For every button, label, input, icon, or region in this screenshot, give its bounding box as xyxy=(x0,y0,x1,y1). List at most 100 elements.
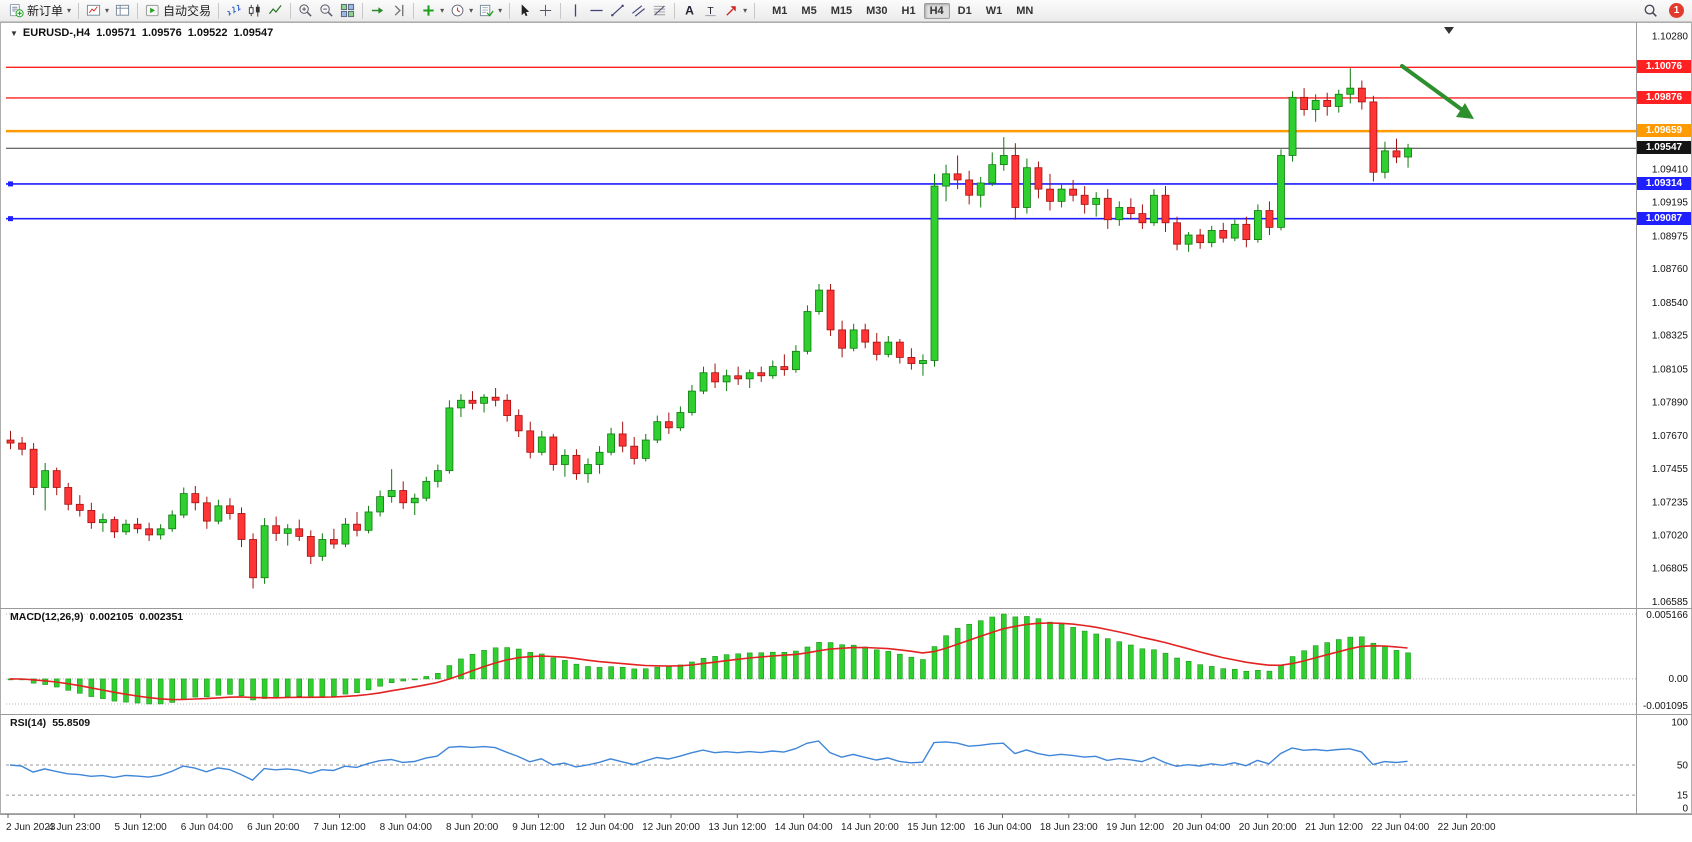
svg-text:22 Jun 04:00: 22 Jun 04:00 xyxy=(1371,822,1429,833)
text-label-button[interactable]: T xyxy=(700,1,721,20)
svg-text:1.07670: 1.07670 xyxy=(1652,431,1689,442)
toolbar-separator xyxy=(137,2,139,19)
templates-icon xyxy=(479,3,494,18)
macd-label: MACD(12,26,9) 0.002105 0.002351 xyxy=(10,611,183,623)
zoom-out-button[interactable] xyxy=(316,1,337,20)
svg-text:1.07020: 1.07020 xyxy=(1652,530,1689,541)
svg-text:1.09195: 1.09195 xyxy=(1652,198,1689,209)
chart-canvas[interactable]: 1.10280 1.09410 1.09195 1.08975 1.08760 1.085… xyxy=(0,22,1692,842)
auto-trading-button[interactable]: 自动交易 xyxy=(142,1,214,20)
auto-trading-icon xyxy=(145,3,160,18)
svg-text:12 Jun 04:00: 12 Jun 04:00 xyxy=(576,822,634,833)
toolbar-separator xyxy=(290,2,292,19)
notification-badge[interactable]: 1 xyxy=(1669,3,1684,18)
indicators-button[interactable]: ▾ xyxy=(418,1,447,20)
cursor-icon xyxy=(517,3,532,18)
rsi-title: RSI(14) xyxy=(10,717,47,729)
new-order-button[interactable]: 新订单 ▾ xyxy=(6,1,74,20)
zoom-in-button[interactable] xyxy=(295,1,316,20)
timeframe-w1-button[interactable]: W1 xyxy=(985,4,1003,17)
toolbar-separator xyxy=(674,2,676,19)
chart-area[interactable]: 1.10280 1.09410 1.09195 1.08975 1.08760 1.085… xyxy=(0,22,1692,842)
svg-text:1.08540: 1.08540 xyxy=(1652,298,1689,309)
high-price: 1.09576 xyxy=(141,27,182,39)
data-window-button[interactable] xyxy=(112,1,133,20)
svg-text:5 Jun 12:00: 5 Jun 12:00 xyxy=(114,822,167,833)
templates-button[interactable]: ▾ xyxy=(476,1,505,20)
timeframe-h4-button[interactable]: H4 xyxy=(923,2,950,19)
text-button[interactable]: A xyxy=(679,1,700,20)
timeframe-m30-button[interactable]: M30 xyxy=(866,4,888,17)
trendline-button[interactable] xyxy=(607,1,628,20)
svg-text:15: 15 xyxy=(1677,791,1689,802)
indicators-icon xyxy=(421,3,436,18)
svg-text:13 Jun 12:00: 13 Jun 12:00 xyxy=(708,822,766,833)
svg-text:0.005166: 0.005166 xyxy=(1646,610,1688,621)
svg-text:6 Jun 20:00: 6 Jun 20:00 xyxy=(247,822,300,833)
toolbar-separator xyxy=(218,2,220,19)
data-window-icon xyxy=(115,3,130,18)
line-chart-icon xyxy=(268,3,283,18)
bars-icon xyxy=(226,3,241,18)
svg-text:8 Jun 04:00: 8 Jun 04:00 xyxy=(380,822,433,833)
trend-arrow-annotation[interactable] xyxy=(1400,64,1474,119)
fibonacci-button[interactable] xyxy=(649,1,670,20)
price-axis[interactable]: 1.10280 1.09410 1.09195 1.08975 1.08760 1.085… xyxy=(1652,32,1689,608)
auto-trading-button-label: 自动交易 xyxy=(163,4,212,18)
fibonacci-icon xyxy=(652,3,667,18)
toolbar-right-group: 1 xyxy=(1640,1,1686,20)
svg-text:14 Jun 04:00: 14 Jun 04:00 xyxy=(775,822,833,833)
rsi-line xyxy=(9,740,1408,781)
horizontal-line-button[interactable] xyxy=(586,1,607,20)
svg-text:1.06805: 1.06805 xyxy=(1652,563,1689,574)
new-chart-button[interactable]: ▾ xyxy=(83,1,112,20)
line-chart-button[interactable] xyxy=(265,1,286,20)
svg-text:-0.001095: -0.001095 xyxy=(1643,701,1688,712)
trendline-icon xyxy=(610,3,625,18)
candlestick-chart-button[interactable] xyxy=(244,1,265,20)
auto-scroll-button[interactable] xyxy=(367,1,388,20)
price-line-tag: 1.09659 xyxy=(1637,124,1691,138)
collapse-chart-icon[interactable]: ▼ xyxy=(10,28,18,38)
arrows-button[interactable]: ▾ xyxy=(721,1,750,20)
periods-button[interactable]: ▾ xyxy=(447,1,476,20)
equidistant-channel-button[interactable] xyxy=(628,1,649,20)
horizontal-lines[interactable] xyxy=(6,66,1636,222)
macd-axis: 0.005166 0.00 -0.001095 xyxy=(1643,610,1688,712)
open-price: 1.09571 xyxy=(96,27,136,39)
search-button[interactable] xyxy=(1640,1,1661,20)
crosshair-button[interactable] xyxy=(535,1,556,20)
timeframe-h1-button[interactable]: H1 xyxy=(901,4,916,17)
svg-text:14 Jun 20:00: 14 Jun 20:00 xyxy=(841,822,899,833)
timeframe-m1-button[interactable]: M1 xyxy=(772,4,788,17)
cursor-button[interactable] xyxy=(514,1,535,20)
chart-shift-marker xyxy=(1444,27,1454,34)
bar-chart-button[interactable] xyxy=(223,1,244,20)
timeframe-d1-button[interactable]: D1 xyxy=(957,4,972,17)
svg-text:1.08105: 1.08105 xyxy=(1652,364,1689,375)
chart-shift-button[interactable] xyxy=(388,1,409,20)
rsi-axis: 100 50 15 0 xyxy=(1671,718,1688,815)
current-price-tag: 1.09547 xyxy=(1637,141,1691,155)
rsi-label: RSI(14) 55.8509 xyxy=(10,717,90,729)
zoom-in-icon xyxy=(298,3,313,18)
timeframe-mn-button[interactable]: MN xyxy=(1016,4,1034,17)
svg-text:2 Jun 2023: 2 Jun 2023 xyxy=(6,822,56,833)
timeframe-m15-button[interactable]: M15 xyxy=(830,4,853,17)
tile-windows-button[interactable] xyxy=(337,1,358,20)
macd-value-main: 0.002105 xyxy=(89,611,134,623)
svg-text:6 Jun 04:00: 6 Jun 04:00 xyxy=(181,822,234,833)
search-icon xyxy=(1643,3,1658,18)
svg-text:1.09410: 1.09410 xyxy=(1652,165,1689,176)
svg-text:1.08975: 1.08975 xyxy=(1652,231,1689,242)
candlesticks-icon xyxy=(247,3,262,18)
zoom-out-icon xyxy=(319,3,334,18)
price-line-tag: 1.09314 xyxy=(1637,176,1691,190)
svg-text:22 Jun 20:00: 22 Jun 20:00 xyxy=(1438,822,1496,833)
timeframe-m5-button[interactable]: M5 xyxy=(801,4,817,17)
vertical-line-button[interactable] xyxy=(565,1,586,20)
label-icon: T xyxy=(703,3,718,18)
tile-windows-icon xyxy=(340,3,355,18)
svg-text:12 Jun 20:00: 12 Jun 20:00 xyxy=(642,822,700,833)
